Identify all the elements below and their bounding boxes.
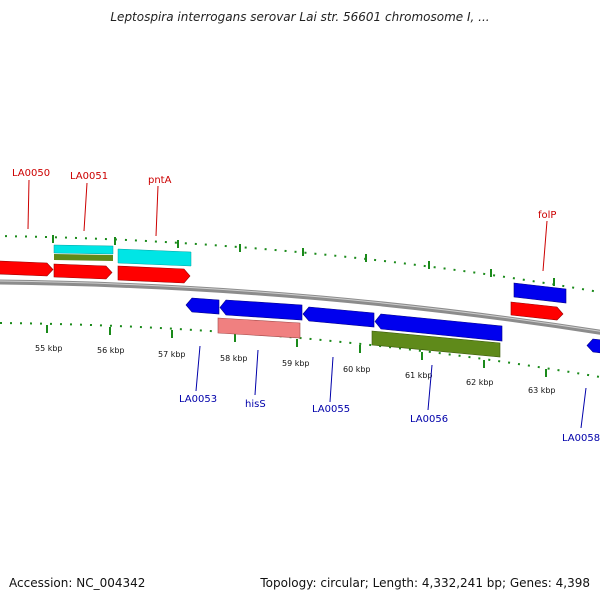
genome-summary-text: Topology: circular; Length: 4,332,241 bp… xyxy=(260,576,590,590)
gene-LA0050[interactable] xyxy=(0,260,54,277)
forward-strand-features xyxy=(0,244,567,321)
tick-label-59: 59 kbp xyxy=(282,359,310,368)
forward-leaders xyxy=(27,179,548,272)
feature-olive-2[interactable] xyxy=(371,330,501,358)
feature-cyan-1[interactable] xyxy=(53,244,114,255)
upper-major-ticks xyxy=(52,235,555,286)
feature-cyan-2[interactable] xyxy=(117,248,192,267)
tick-label-58: 58 kbp xyxy=(220,354,248,363)
gene-folP-red[interactable] xyxy=(510,301,564,321)
gene-LA0053[interactable] xyxy=(185,297,220,315)
reverse-leaders xyxy=(195,345,587,429)
chromosome-backbone xyxy=(0,279,600,335)
tick-label-60: 60 kbp xyxy=(343,365,371,374)
label-LA0050[interactable]: LA0050 xyxy=(12,168,50,179)
accession-text: Accession: NC_004342 xyxy=(9,576,146,590)
gene-LA0055[interactable] xyxy=(302,306,375,328)
gene-LA0051[interactable] xyxy=(53,263,113,280)
chromosome-backbone-highlight xyxy=(0,280,600,332)
map-title: Leptospira interrogans serovar Lai str. … xyxy=(110,10,490,24)
tick-label-61: 61 kbp xyxy=(405,371,433,380)
tick-label-56: 56 kbp xyxy=(97,346,125,355)
feature-blue-folP[interactable] xyxy=(513,282,567,304)
gene-LA0056[interactable] xyxy=(374,313,503,342)
feature-olive-1[interactable] xyxy=(54,254,113,261)
label-LA0055[interactable]: LA0055 xyxy=(312,404,350,415)
gene-LA0058[interactable] xyxy=(586,338,600,354)
label-LA0058[interactable]: LA0058 xyxy=(562,433,600,444)
reverse-labels: LA0053 hisS LA0055 LA0056 LA0058 xyxy=(179,394,600,444)
gene-hisS[interactable] xyxy=(219,299,303,321)
tick-label-57: 57 kbp xyxy=(158,350,186,359)
forward-labels: LA0050 LA0051 pntA folP xyxy=(12,168,556,221)
reverse-strand-features xyxy=(185,297,600,358)
lower-major-ticks xyxy=(46,325,547,377)
label-folP[interactable]: folP xyxy=(538,210,556,221)
tick-label-62: 62 kbp xyxy=(466,378,494,387)
gene-pntA[interactable] xyxy=(117,265,191,284)
tick-label-55: 55 kbp xyxy=(35,344,63,353)
label-hisS[interactable]: hisS xyxy=(245,399,266,410)
label-LA0051[interactable]: LA0051 xyxy=(70,171,108,182)
ruler-labels: 55 kbp 56 kbp 57 kbp 58 kbp 59 kbp 60 kb… xyxy=(35,344,556,395)
feature-pink[interactable] xyxy=(217,317,301,339)
tick-label-63: 63 kbp xyxy=(528,386,556,395)
label-LA0053[interactable]: LA0053 xyxy=(179,394,217,405)
label-pntA[interactable]: pntA xyxy=(148,175,172,186)
label-LA0056[interactable]: LA0056 xyxy=(410,414,448,425)
